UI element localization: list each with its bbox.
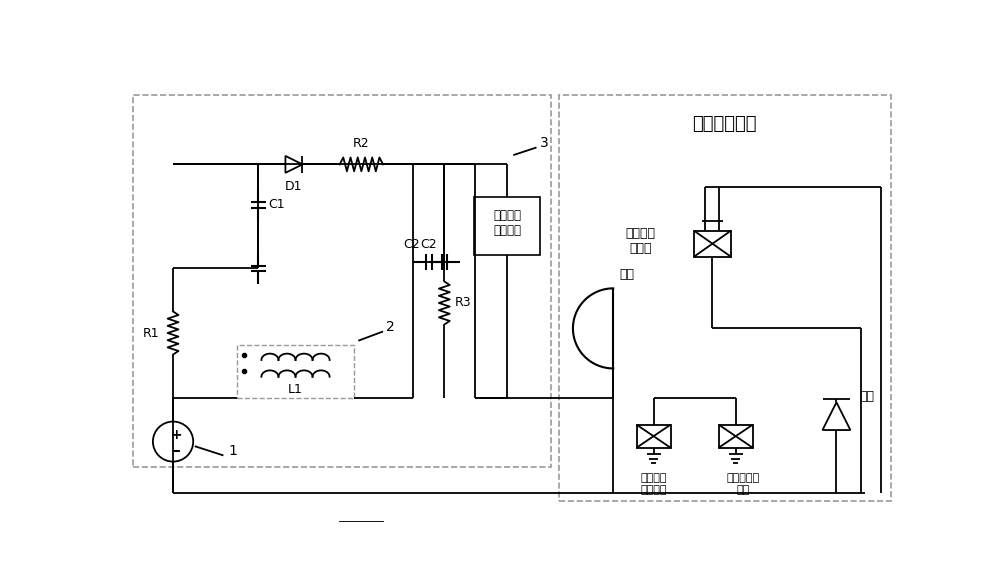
Text: 内线圈励磁
电源: 内线圈励磁 电源 bbox=[727, 473, 760, 495]
Text: C1: C1 bbox=[268, 198, 285, 211]
Text: D1: D1 bbox=[285, 180, 303, 193]
Bar bbox=[474, 197, 540, 255]
Text: 阴极: 阴极 bbox=[860, 390, 875, 403]
Text: 2: 2 bbox=[386, 321, 395, 335]
Bar bbox=[637, 424, 671, 448]
Text: 阳极: 阳极 bbox=[619, 268, 634, 281]
Text: 星载遥感
测量装置: 星载遥感 测量装置 bbox=[493, 209, 521, 237]
Bar bbox=[133, 95, 551, 467]
Bar bbox=[559, 95, 891, 501]
Text: 附加线圈
励磁电源: 附加线圈 励磁电源 bbox=[640, 473, 667, 495]
Text: 3: 3 bbox=[540, 136, 548, 150]
Bar bbox=[719, 424, 753, 448]
Text: 外线圈励
磁电源: 外线圈励 磁电源 bbox=[625, 227, 655, 255]
Text: R3: R3 bbox=[454, 296, 471, 309]
Text: –: – bbox=[172, 443, 180, 457]
Text: R2: R2 bbox=[353, 137, 370, 150]
Text: L1: L1 bbox=[288, 383, 303, 396]
Text: +: + bbox=[170, 428, 182, 441]
Text: 1: 1 bbox=[229, 444, 238, 458]
Text: R1: R1 bbox=[143, 326, 160, 339]
Bar bbox=[237, 345, 354, 397]
Text: 霍尔电推力器: 霍尔电推力器 bbox=[693, 114, 757, 133]
Text: C2: C2 bbox=[420, 238, 437, 251]
Text: C2: C2 bbox=[403, 238, 420, 251]
Bar bbox=[694, 231, 731, 257]
